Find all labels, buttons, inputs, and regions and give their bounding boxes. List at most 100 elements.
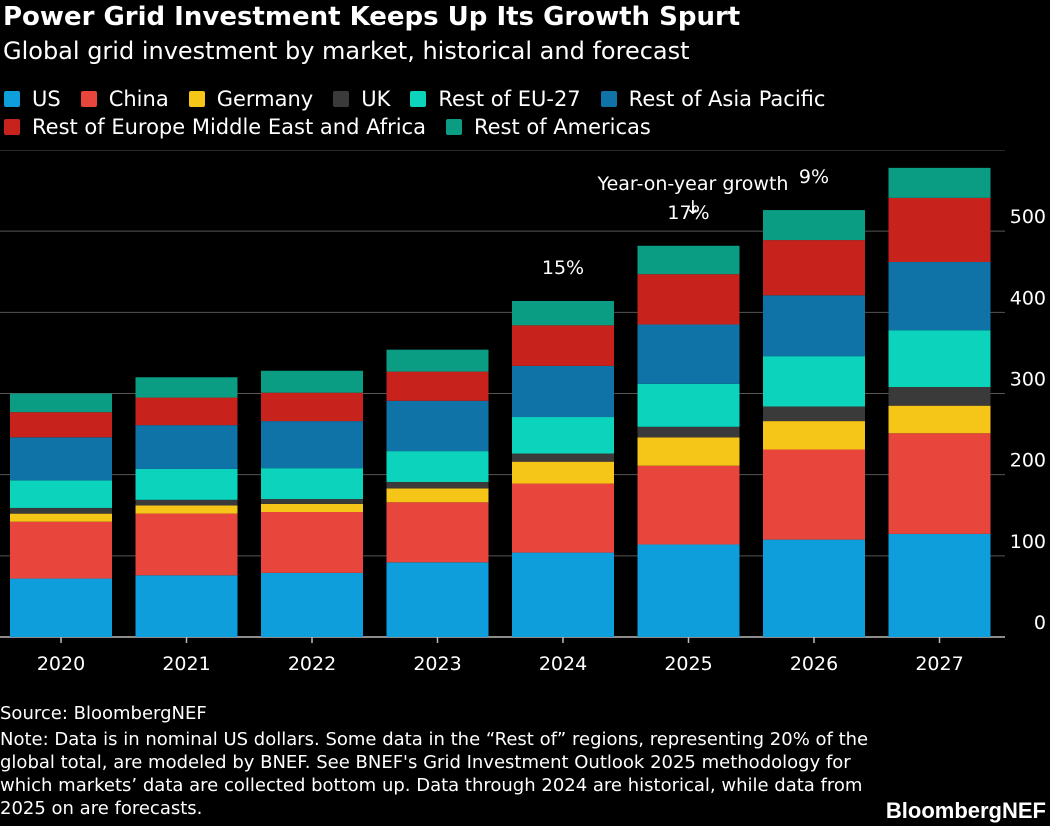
- bar-2023-rest-of-eu-27: [386, 451, 489, 482]
- bar-2024-us: [512, 552, 614, 637]
- bar-2024-germany: [512, 461, 614, 484]
- legend-swatch-rest-of-eu: [410, 91, 427, 107]
- legend-item-rest-of-eu: Rest of EU-27: [410, 87, 581, 111]
- bar-2027-rest-of-americas: [888, 167, 991, 198]
- legend-item-rest-of-americas: Rest of Americas: [445, 115, 651, 139]
- bar-2023-us: [386, 562, 489, 637]
- bar-2021-germany: [135, 505, 238, 514]
- annotation-yoy-growth: Year-on-year growth: [597, 173, 789, 195]
- bar-2023-china: [386, 502, 489, 563]
- legend-item-us: US: [4, 87, 61, 111]
- legend-label-rest-of-emea: Rest of Europe Middle East and Africa: [32, 115, 426, 139]
- bar-2021-uk: [135, 499, 238, 506]
- x-tick-label-2022: 2022: [288, 653, 336, 675]
- bar-2020-rest-of-asia-pacific: [10, 437, 112, 481]
- bar-2020-rest-of-americas: [10, 393, 112, 413]
- legend-label-germany: Germany: [216, 87, 314, 111]
- y-tick-label-200: 200: [1010, 450, 1046, 472]
- bar-2026-china: [763, 449, 865, 540]
- bar-2022-rest-of-europe-middle-east-and-africa: [261, 392, 363, 422]
- bar-2024-rest-of-europe-middle-east-and-africa: [512, 325, 614, 366]
- x-tick-label-2023: 2023: [413, 653, 461, 675]
- bar-2021-rest-of-americas: [135, 377, 238, 398]
- legend-swatch-uk: [333, 91, 350, 107]
- bar-2020-china: [10, 521, 112, 579]
- legend-label-rest-of-americas: Rest of Americas: [473, 115, 651, 139]
- bar-2024-china: [512, 483, 614, 553]
- bar-2022-china: [261, 512, 363, 573]
- chart-title: Power Grid Investment Keeps Up Its Growt…: [3, 2, 741, 32]
- bar-2023-germany: [386, 488, 489, 503]
- bar-2022-uk: [261, 499, 363, 504]
- legend: US China Germany UK Rest of EU-27 Rest o…: [4, 85, 1044, 141]
- growth-label-2026: 9%: [799, 166, 829, 188]
- bar-2025-germany: [637, 437, 740, 466]
- legend-item-rest-of-apac: Rest of Asia Pacific: [600, 87, 826, 111]
- annotation-arrow-icon: ↓: [685, 197, 701, 219]
- legend-swatch-germany: [188, 91, 205, 107]
- bar-2020-uk: [10, 507, 112, 514]
- bar-2020-us: [10, 578, 112, 637]
- x-tick-label-2025: 2025: [664, 653, 712, 675]
- bar-2022-rest-of-asia-pacific: [261, 421, 363, 469]
- bar-2024-uk: [512, 453, 614, 462]
- legend-label-uk: UK: [361, 87, 391, 111]
- legend-item-germany: Germany: [188, 87, 314, 111]
- bar-2021-rest-of-europe-middle-east-and-africa: [135, 397, 238, 426]
- legend-label-china: China: [108, 87, 169, 111]
- bar-2023-rest-of-americas: [386, 349, 489, 372]
- bar-2021-rest-of-asia-pacific: [135, 425, 238, 469]
- legend-swatch-rest-of-apac: [600, 91, 617, 107]
- legend-label-rest-of-apac: Rest of Asia Pacific: [628, 87, 826, 111]
- bar-2024-rest-of-americas: [512, 300, 614, 326]
- bar-2025-rest-of-asia-pacific: [637, 324, 740, 384]
- y-tick-label-400: 400: [1010, 287, 1046, 309]
- legend-swatch-us: [4, 91, 20, 107]
- bar-2027-us: [888, 533, 991, 637]
- bar-2026-rest-of-eu-27: [763, 356, 865, 407]
- legend-row-1: US China Germany UK Rest of EU-27 Rest o…: [4, 85, 1044, 113]
- note-text: Note: Data is in nominal US dollars. Som…: [0, 729, 869, 819]
- bar-2022-rest-of-americas: [261, 370, 363, 393]
- legend-swatch-rest-of-americas: [445, 119, 462, 135]
- bar-2027-rest-of-eu-27: [888, 330, 991, 388]
- legend-item-uk: UK: [333, 87, 390, 111]
- bar-2023-uk: [386, 481, 489, 489]
- bar-2027-rest-of-europe-middle-east-and-africa: [888, 197, 991, 263]
- bar-2022-germany: [261, 503, 363, 513]
- legend-label-us: US: [32, 87, 61, 111]
- bar-2026-rest-of-asia-pacific: [763, 295, 865, 357]
- bar-2027-uk: [888, 387, 991, 406]
- bar-2023-rest-of-europe-middle-east-and-africa: [386, 371, 489, 401]
- x-tick-label-2020: 2020: [37, 653, 85, 675]
- y-tick-label-300: 300: [1010, 369, 1046, 391]
- x-tick-label-2026: 2026: [790, 653, 838, 675]
- legend-swatch-china: [80, 91, 97, 107]
- legend-item-rest-of-emea: Rest of Europe Middle East and Africa: [4, 115, 426, 139]
- bar-2025-rest-of-europe-middle-east-and-africa: [637, 274, 740, 325]
- bar-2022-us: [261, 572, 363, 637]
- bar-2020-rest-of-europe-middle-east-and-africa: [10, 412, 112, 438]
- bar-2020-rest-of-eu-27: [10, 480, 112, 508]
- growth-label-2025: 17%: [667, 202, 709, 224]
- growth-label-2024: 15%: [542, 257, 584, 279]
- bar-2025-rest-of-americas: [637, 245, 740, 275]
- bar-2021-rest-of-eu-27: [135, 468, 238, 500]
- bar-2024-rest-of-asia-pacific: [512, 365, 614, 418]
- chart-subtitle: Global grid investment by market, histor…: [3, 37, 690, 65]
- source-text: Source: BloombergNEF: [0, 703, 207, 724]
- legend-row-2: Rest of Europe Middle East and Africa Re…: [4, 113, 1044, 141]
- bar-2025-china: [637, 465, 740, 545]
- bar-2025-uk: [637, 426, 740, 438]
- bar-2026-us: [763, 539, 865, 637]
- legend-label-rest-of-eu: Rest of EU-27: [438, 87, 581, 111]
- x-tick-label-2021: 2021: [162, 653, 210, 675]
- brand-logo: BloombergNEF: [885, 798, 1046, 823]
- legend-swatch-rest-of-emea: [4, 119, 20, 135]
- bar-2027-china: [888, 433, 991, 534]
- bar-2026-rest-of-americas: [763, 210, 865, 241]
- bar-2026-uk: [763, 406, 865, 422]
- legend-item-china: China: [80, 87, 169, 111]
- bar-2022-rest-of-eu-27: [261, 468, 363, 500]
